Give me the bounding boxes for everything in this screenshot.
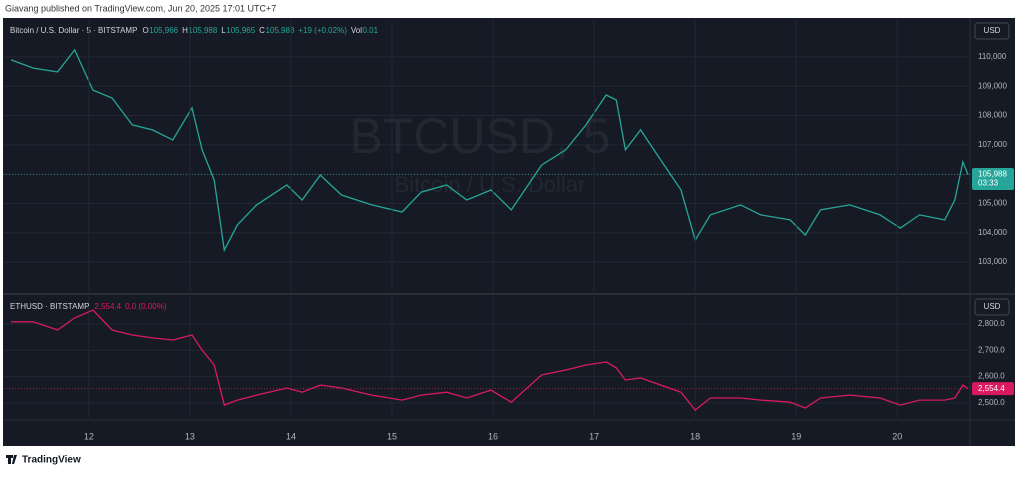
price-line [10,48,969,253]
last-price-label: 105,988 [978,170,1007,179]
ohlc-key: C [259,26,265,35]
currency-label: USD [984,26,1001,35]
brand: TradingView [6,455,81,466]
change-value: 0.0 (0.00%) [125,302,167,311]
ohlc-value: 105,988 [188,26,217,35]
series-title: Bitcoin / U.S. Dollar · 5 · BITSTAMP [10,26,137,35]
y-tick-label: 2,800.0 [978,319,1005,328]
x-tick-label: 15 [387,431,397,441]
x-tick-label: 18 [690,431,700,441]
x-tick-label: 14 [286,431,296,441]
currency-button[interactable] [974,298,1010,316]
publish-note: Giavang published on TradingView.com, Ju… [5,3,276,13]
x-tick-label: 19 [791,431,801,441]
ohlc-key: O [142,26,148,35]
x-tick-label: 13 [185,431,195,441]
brand-logo [6,455,17,464]
price-line [11,309,969,412]
y-tick-label: 2,700.0 [978,345,1005,354]
y-tick-label: 107,000 [978,140,1007,149]
y-tick-label: 108,000 [978,111,1007,120]
series-title: ETHUSD · BITSTAMP [10,302,89,311]
ohlc-value: 105,988 [265,26,294,35]
y-tick-label: 105,000 [978,199,1007,208]
last-price-label: 2,554.4 [978,384,1005,393]
brand-name: TradingView [22,455,81,466]
ohlc-value: 105,966 [149,26,178,35]
y-tick-label: 2,600.0 [978,372,1005,381]
last-price-tag [972,168,1014,191]
currency-label: USD [984,302,1001,311]
y-tick-label: 104,000 [978,228,1007,237]
ohlc-value: 105,965 [226,26,255,35]
countdown: 03:33 [978,179,999,188]
last-price-tag [972,382,1014,396]
y-tick-label: 2,500.0 [978,398,1005,407]
currency-button[interactable] [974,22,1010,40]
y-tick-label: 103,000 [978,257,1007,266]
last-value: 2,554.4 [94,302,121,311]
ohlc-key: L [221,26,226,35]
x-tick-label: 12 [84,431,94,441]
y-tick-label: 110,000 [978,52,1007,61]
volume-key: Vol [351,26,362,35]
chart-background [3,18,1015,446]
x-tick-label: 20 [892,431,902,441]
change-value: +19 (+0.02%) [298,26,347,35]
watermark: BTCUSD, 5 [349,108,610,164]
watermark-sub: Bitcoin / U.S. Dollar [395,172,586,197]
y-tick-label: 109,000 [978,81,1007,90]
volume-value: 0.01 [362,26,378,35]
x-tick-label: 17 [589,431,599,441]
ohlc-key: H [182,26,188,35]
x-tick-label: 16 [488,431,498,441]
